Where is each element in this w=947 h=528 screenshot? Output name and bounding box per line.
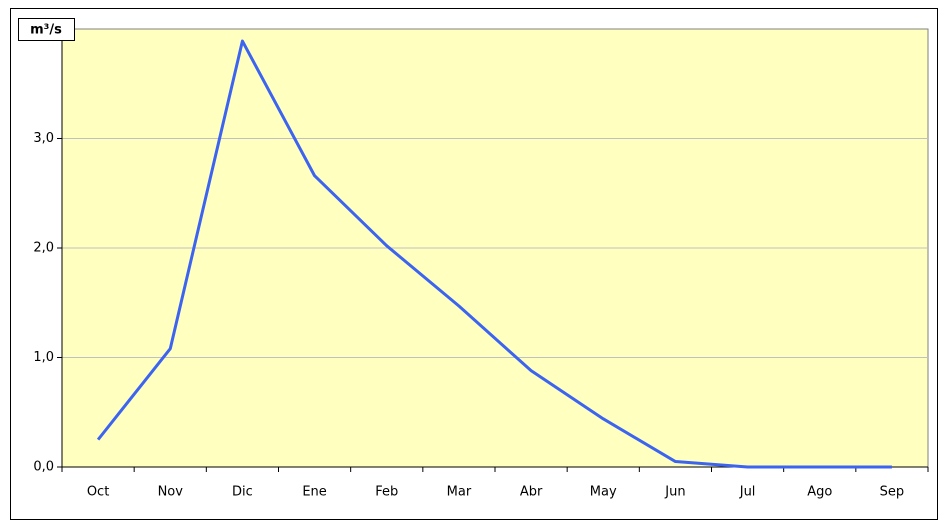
x-tick-label: Oct: [87, 485, 109, 500]
y-tick-label: 1,0: [33, 350, 54, 365]
x-tick-label: Ago: [807, 485, 832, 500]
y-tick-label: 2,0: [33, 241, 54, 256]
x-tick-label: Ene: [302, 485, 326, 500]
x-tick-label: Jul: [739, 485, 756, 500]
line-series: [96, 39, 892, 469]
y-label-box: [18, 18, 75, 41]
x-tick-label: Mar: [447, 485, 472, 500]
x-tick-label: May: [590, 485, 617, 500]
x-tick-label: Jun: [664, 485, 685, 500]
x-tick-label: Sep: [880, 485, 905, 500]
x-tick-label: Abr: [520, 485, 543, 500]
x-tick-label: Nov: [158, 485, 184, 500]
x-tick-label: Feb: [375, 485, 398, 500]
y-tick-label: 0,0: [33, 460, 54, 475]
x-tick-label: Dic: [232, 485, 253, 500]
y-axis-label: m³/s: [30, 23, 62, 38]
y-tick-label: 3,0: [33, 131, 54, 146]
